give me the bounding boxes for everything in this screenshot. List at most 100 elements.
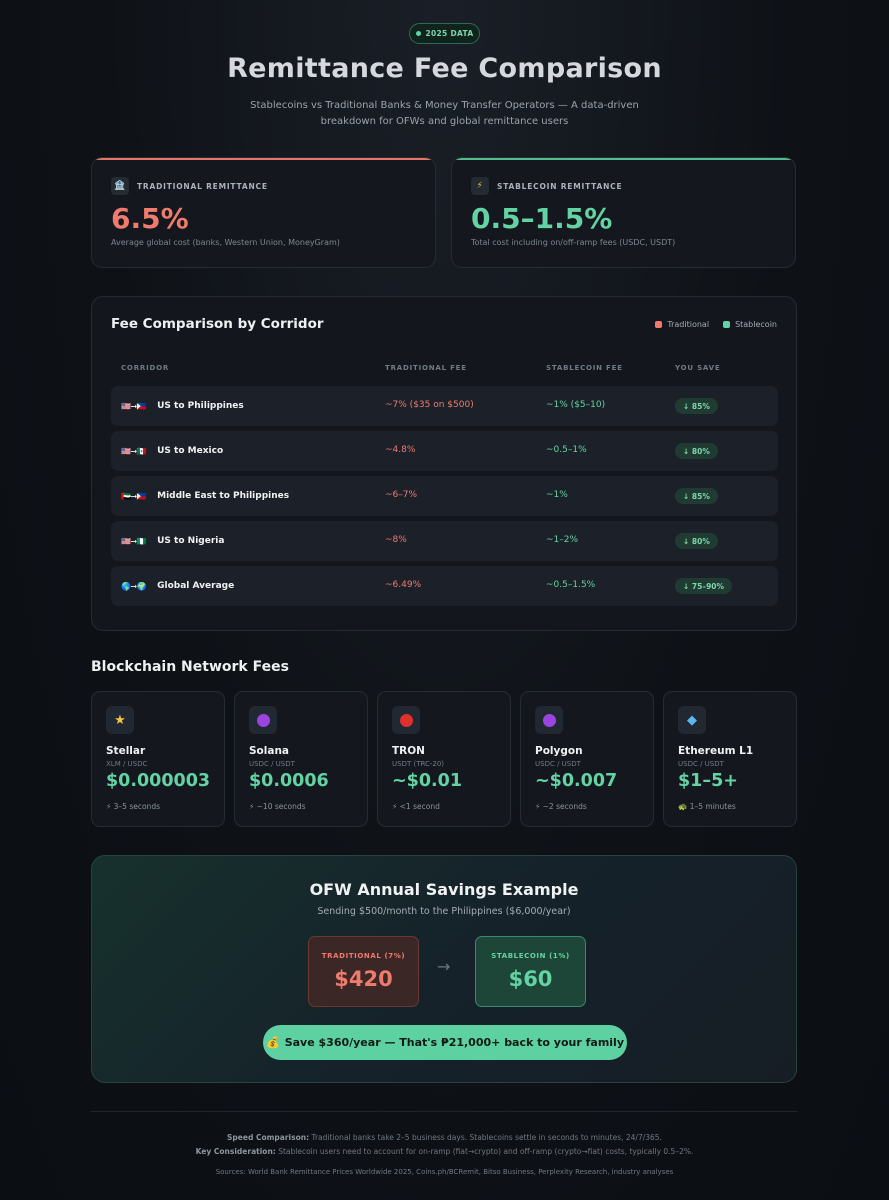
stablecoin-fee: ~0.5–1.5% — [546, 580, 596, 590]
footer-key-note: Key Consideration: Stablecoin users need… — [0, 1147, 889, 1156]
legend-label: Stablecoin — [735, 320, 777, 329]
table-row: 🇺🇸➞🇳🇬 US to Nigeria ~8% ~1–2% ↓ 80% — [111, 521, 778, 561]
header-you-save: YOU SAVE — [675, 364, 721, 372]
corridor-name: Middle East to Philippines — [157, 491, 290, 501]
network-speed: ⚡ 3–5 seconds — [106, 802, 160, 811]
network-card-stellar: ★ Stellar XLM / USDC $0.000003 ⚡ 3–5 sec… — [91, 691, 225, 827]
corridor-name: Global Average — [157, 581, 235, 591]
table-row: 🇦🇪➞🇵🇭 Middle East to Philippines ~6–7% ~… — [111, 476, 778, 516]
corridor-cell: 🇺🇸➞🇲🇽 US to Mexico — [121, 431, 223, 471]
diamond-icon: ◆ — [678, 706, 706, 734]
network-card-tron: TRON USDT (TRC-20) ~$0.01 ⚡ <1 second — [377, 691, 511, 827]
legend-label: Traditional — [667, 320, 710, 329]
status-dot-icon — [415, 31, 421, 36]
cost-amount: $420 — [334, 967, 393, 991]
card-note: Total cost including on/off-ramp fees (U… — [471, 238, 676, 247]
footer-text: Stablecoin users need to account for on-… — [278, 1147, 694, 1156]
stablecoin-fee: ~1% — [546, 490, 568, 500]
network-fee: ~$0.01 — [392, 771, 463, 791]
stablecoin-fee: ~1–2% — [546, 535, 579, 545]
savings-badge: ↓ 85% — [675, 488, 718, 504]
traditional-fee: ~6–7% — [385, 490, 418, 500]
corridor-panel: Fee Comparison by Corridor Traditional S… — [91, 296, 797, 631]
money-bag-icon: 💰 — [266, 1036, 280, 1049]
cta-label: Save $360/year — That's ₱21,000+ back to… — [284, 1036, 624, 1049]
header-corridor: CORRIDOR — [121, 364, 170, 372]
purple-circle-icon — [249, 706, 277, 734]
table-row: 🇺🇸➞🇵🇭 US to Philippines ~7% ($35 on $500… — [111, 386, 778, 426]
badge-label: 2025 DATA — [425, 29, 474, 38]
red-circle-icon — [392, 706, 420, 734]
savings-badge: ↓ 75–90% — [675, 578, 733, 594]
cost-label: STABLECOIN (1%) — [491, 952, 570, 960]
network-pair: USDC / USDT — [535, 760, 581, 768]
arrow-right-icon: → — [437, 957, 451, 976]
traditional-fee: ~7% ($35 on $500) — [385, 400, 474, 410]
network-fee: ~$0.007 — [535, 771, 618, 791]
globe-icon: 🌎➞🌍 — [121, 581, 147, 591]
section-title: Blockchain Network Fees — [91, 659, 289, 675]
network-pair: USDC / USDT — [249, 760, 295, 768]
corridor-name: US to Nigeria — [157, 536, 225, 546]
corridor-cell: 🇺🇸➞🇳🇬 US to Nigeria — [121, 521, 224, 561]
stablecoin-fee: ~0.5–1% — [546, 445, 587, 455]
traditional-rate: 6.5% — [111, 202, 189, 235]
footer-speed-note: Speed Comparison: Traditional banks take… — [0, 1133, 889, 1142]
network-speed: ⚡ ~2 seconds — [535, 802, 587, 811]
network-speed: ⚡ ~10 seconds — [249, 802, 306, 811]
flags-icon: 🇦🇪➞🇵🇭 — [121, 491, 147, 501]
network-speed: 🐢 1–5 minutes — [678, 802, 736, 811]
traditional-fee: ~6.49% — [385, 580, 422, 590]
savings-title: OFW Annual Savings Example — [309, 880, 579, 899]
corridor-name: US to Mexico — [157, 446, 224, 456]
stablecoin-rate: 0.5–1.5% — [471, 202, 613, 235]
savings-panel: OFW Annual Savings Example Sending $500/… — [91, 855, 797, 1083]
header-stablecoin-fee: STABLECOIN FEE — [546, 364, 623, 372]
purple-circle-icon — [535, 706, 563, 734]
savings-badge: ↓ 80% — [675, 533, 718, 549]
savings-cta: 💰 Save $360/year — That's ₱21,000+ back … — [263, 1025, 627, 1060]
network-name: Polygon — [535, 745, 583, 757]
savings-subtitle: Sending $500/month to the Philippines ($… — [317, 906, 571, 917]
stablecoin-stat-card: ⚡ STABLECOIN REMITTANCE 0.5–1.5% Total c… — [451, 157, 796, 268]
stablecoin-fee: ~1% ($5–10) — [546, 400, 606, 410]
network-card-polygon: Polygon USDC / USDT ~$0.007 ⚡ ~2 seconds — [520, 691, 654, 827]
traditional-fee: ~8% — [385, 535, 407, 545]
lightning-icon: ⚡ — [471, 177, 489, 195]
card-accent-line — [92, 158, 435, 160]
corridor-name: US to Philippines — [157, 401, 244, 411]
legend: Traditional Stablecoin — [655, 320, 777, 329]
page-title: Remittance Fee Comparison — [227, 53, 662, 84]
savings-badge: ↓ 85% — [675, 398, 718, 414]
corridor-cell: 🌎➞🌍 Global Average — [121, 566, 234, 606]
bank-icon: 🏦 — [111, 177, 129, 195]
table-header: CORRIDOR TRADITIONAL FEE STABLECOIN FEE … — [111, 364, 778, 376]
footer-text: Traditional banks take 2–5 business days… — [311, 1133, 662, 1142]
network-fee: $0.000003 — [106, 771, 211, 791]
network-fee: $1–5+ — [678, 771, 738, 791]
traditional-fee: ~4.8% — [385, 445, 416, 455]
page-subtitle: Stablecoins vs Traditional Banks & Money… — [250, 100, 639, 127]
legend-swatch — [723, 321, 731, 328]
network-pair: XLM / USDC — [106, 760, 148, 768]
header-traditional-fee: TRADITIONAL FEE — [385, 364, 467, 372]
footer-sources: Sources: World Bank Remittance Prices Wo… — [215, 1168, 674, 1176]
network-card-ethereum: ◆ Ethereum L1 USDC / USDT $1–5+ 🐢 1–5 mi… — [663, 691, 797, 827]
flags-icon: 🇺🇸➞🇵🇭 — [121, 401, 147, 411]
corridor-cell: 🇦🇪➞🇵🇭 Middle East to Philippines — [121, 476, 289, 516]
flags-icon: 🇺🇸➞🇲🇽 — [121, 446, 147, 456]
network-speed: ⚡ <1 second — [392, 802, 440, 811]
card-label: STABLECOIN REMITTANCE — [497, 181, 623, 191]
network-pair: USDC / USDT — [678, 760, 724, 768]
network-name: TRON — [392, 745, 425, 757]
network-name: Ethereum L1 — [678, 745, 754, 757]
flags-icon: 🇺🇸➞🇳🇬 — [121, 536, 147, 546]
network-pair: USDT (TRC-20) — [392, 760, 445, 768]
legend-traditional: Traditional — [655, 320, 709, 329]
card-note: Average global cost (banks, Western Unio… — [111, 238, 340, 247]
panel-title: Fee Comparison by Corridor — [111, 316, 324, 332]
network-name: Stellar — [106, 745, 146, 757]
footer-label: Key Consideration: — [195, 1147, 276, 1156]
savings-badge: ↓ 80% — [675, 443, 718, 459]
